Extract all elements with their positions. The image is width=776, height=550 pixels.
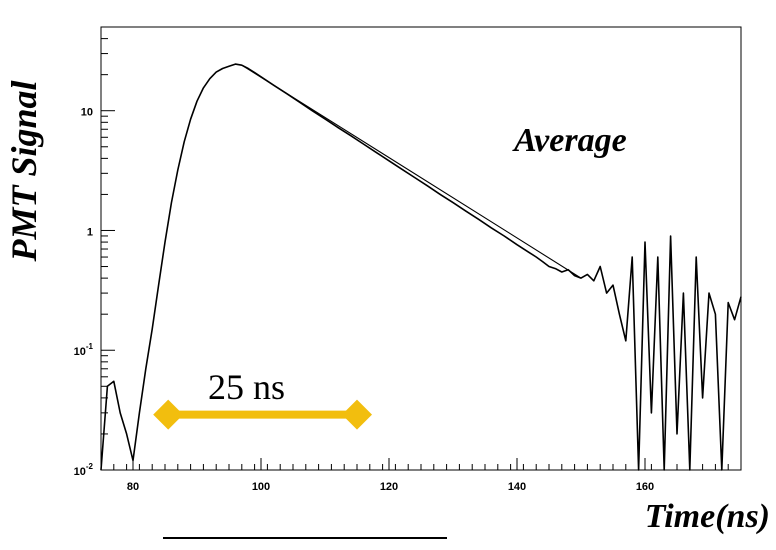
x-tick-label: 140	[508, 481, 526, 493]
y-tick-label: 10-2	[74, 462, 94, 478]
x-tick-label: 80	[127, 481, 139, 493]
x-tick-label: 100	[252, 481, 270, 493]
scale-bar	[153, 399, 372, 430]
y-tick-label: 10	[81, 107, 93, 119]
x-tick-label: 120	[380, 481, 398, 493]
y-tick-label: 1	[87, 226, 93, 238]
axis-ticks: 80 100 120 140 160 10 1 10-1 10-2	[74, 26, 742, 493]
series-group	[100, 63, 742, 471]
chart-annotation: Average	[514, 122, 627, 159]
scale-bar-label: 25 ns	[208, 367, 286, 407]
x-tick-label: 160	[636, 481, 654, 493]
scale-bar-left-diamond	[153, 399, 184, 430]
x-axis-label: Time(ns)	[644, 498, 770, 535]
scale-bar-right-diamond	[342, 399, 372, 430]
y-tick-label: 10-1	[74, 342, 94, 358]
measured-signal-line	[100, 63, 742, 471]
y-axis-label: PMT Signal	[4, 80, 44, 262]
bottom-rule	[163, 537, 447, 539]
exponential-fit-line	[241, 64, 582, 279]
